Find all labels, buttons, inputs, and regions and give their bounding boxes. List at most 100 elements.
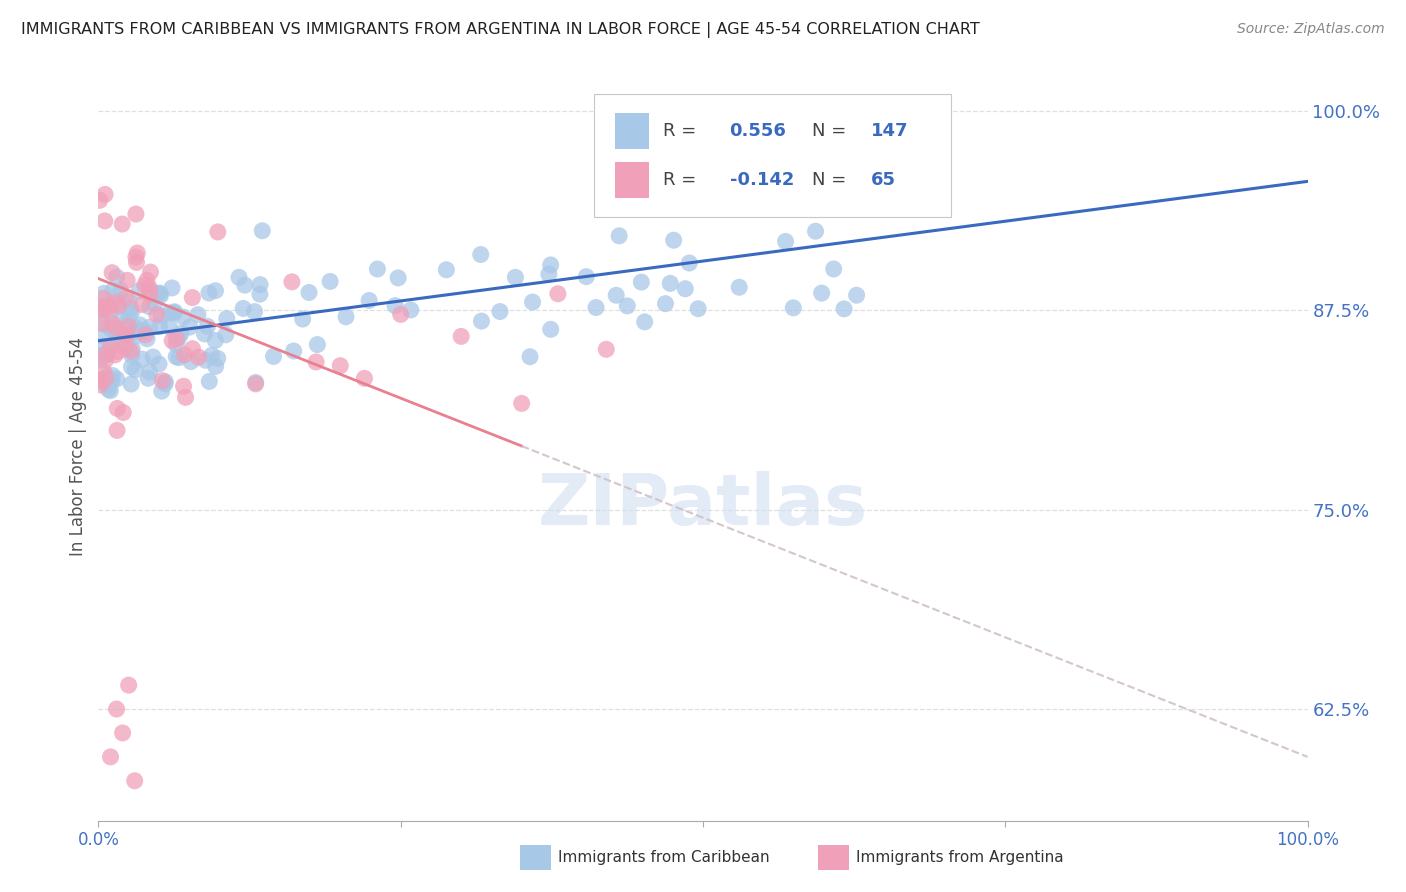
Point xyxy=(124,363,146,377)
Point xyxy=(547,286,569,301)
Point xyxy=(101,284,124,298)
Point xyxy=(283,343,305,358)
Text: Immigrants from Caribbean: Immigrants from Caribbean xyxy=(558,850,770,864)
Point xyxy=(121,342,143,356)
Text: R =: R = xyxy=(664,171,696,189)
Point xyxy=(634,315,657,329)
Point xyxy=(353,371,375,385)
Point xyxy=(125,255,148,269)
Point xyxy=(165,337,187,351)
Text: Source: ZipAtlas.com: Source: ZipAtlas.com xyxy=(1237,22,1385,37)
Point xyxy=(127,246,149,260)
Point xyxy=(118,294,141,309)
Point xyxy=(179,320,201,334)
FancyBboxPatch shape xyxy=(614,113,648,149)
Point xyxy=(90,300,112,314)
Point xyxy=(111,217,134,231)
Point xyxy=(180,354,202,368)
Point xyxy=(101,317,124,331)
Text: 147: 147 xyxy=(872,122,908,140)
Point xyxy=(575,269,598,284)
Point xyxy=(104,324,127,338)
Point xyxy=(104,348,127,362)
Point xyxy=(204,359,226,374)
Text: R =: R = xyxy=(664,122,696,140)
Text: -0.142: -0.142 xyxy=(730,171,794,189)
Point xyxy=(125,207,148,221)
Point xyxy=(124,320,146,334)
Point xyxy=(121,305,143,319)
Point xyxy=(728,280,751,294)
Point xyxy=(93,339,115,353)
Point xyxy=(117,342,139,356)
Point xyxy=(170,326,193,341)
Point xyxy=(97,344,120,359)
Text: 0.556: 0.556 xyxy=(730,122,786,140)
Point xyxy=(105,423,128,437)
Point xyxy=(114,340,136,354)
Point xyxy=(94,353,117,368)
Point xyxy=(150,310,173,324)
Point xyxy=(121,359,143,374)
Point xyxy=(399,303,422,318)
Point xyxy=(319,275,342,289)
Point xyxy=(845,288,868,302)
Point xyxy=(93,365,115,379)
Point xyxy=(291,312,314,326)
Point xyxy=(142,350,165,364)
Point xyxy=(128,318,150,332)
Point xyxy=(605,288,627,302)
Point xyxy=(115,328,138,343)
Point xyxy=(124,329,146,343)
Point xyxy=(96,369,118,384)
Point xyxy=(91,317,114,331)
FancyBboxPatch shape xyxy=(614,162,648,198)
Point xyxy=(233,278,256,293)
Point xyxy=(139,287,162,301)
Point xyxy=(100,384,122,398)
Point xyxy=(174,390,197,404)
Point xyxy=(148,286,170,301)
FancyBboxPatch shape xyxy=(595,94,950,218)
Point xyxy=(138,281,160,295)
Point xyxy=(120,377,142,392)
Point xyxy=(110,309,132,323)
Point xyxy=(143,296,166,310)
Point xyxy=(157,306,180,320)
Point xyxy=(98,318,121,333)
Point xyxy=(153,376,176,391)
Point xyxy=(90,329,112,343)
Text: 65: 65 xyxy=(872,171,896,189)
Point xyxy=(105,270,128,285)
Point xyxy=(540,258,562,272)
Point xyxy=(678,256,700,270)
Point xyxy=(107,295,129,310)
Point xyxy=(384,299,406,313)
Point xyxy=(104,321,127,335)
Y-axis label: In Labor Force | Age 45-54: In Labor Force | Age 45-54 xyxy=(69,336,87,556)
Point xyxy=(489,304,512,318)
Text: N =: N = xyxy=(811,171,846,189)
Point xyxy=(155,375,177,389)
Point xyxy=(434,262,457,277)
Point xyxy=(100,339,122,353)
Point xyxy=(654,296,676,310)
Point xyxy=(131,352,153,367)
Point xyxy=(810,286,832,301)
Text: Immigrants from Argentina: Immigrants from Argentina xyxy=(856,850,1064,864)
Point xyxy=(215,311,238,326)
Point xyxy=(91,292,114,306)
Point xyxy=(166,332,188,346)
Point xyxy=(89,378,111,392)
Point xyxy=(157,319,180,334)
Point xyxy=(97,298,120,312)
Point xyxy=(775,235,797,249)
Point xyxy=(281,275,304,289)
Point xyxy=(94,371,117,385)
Point xyxy=(107,344,129,359)
Point xyxy=(131,324,153,338)
Point xyxy=(96,347,118,361)
Point xyxy=(103,295,125,310)
Point xyxy=(128,324,150,338)
Point xyxy=(105,372,128,386)
